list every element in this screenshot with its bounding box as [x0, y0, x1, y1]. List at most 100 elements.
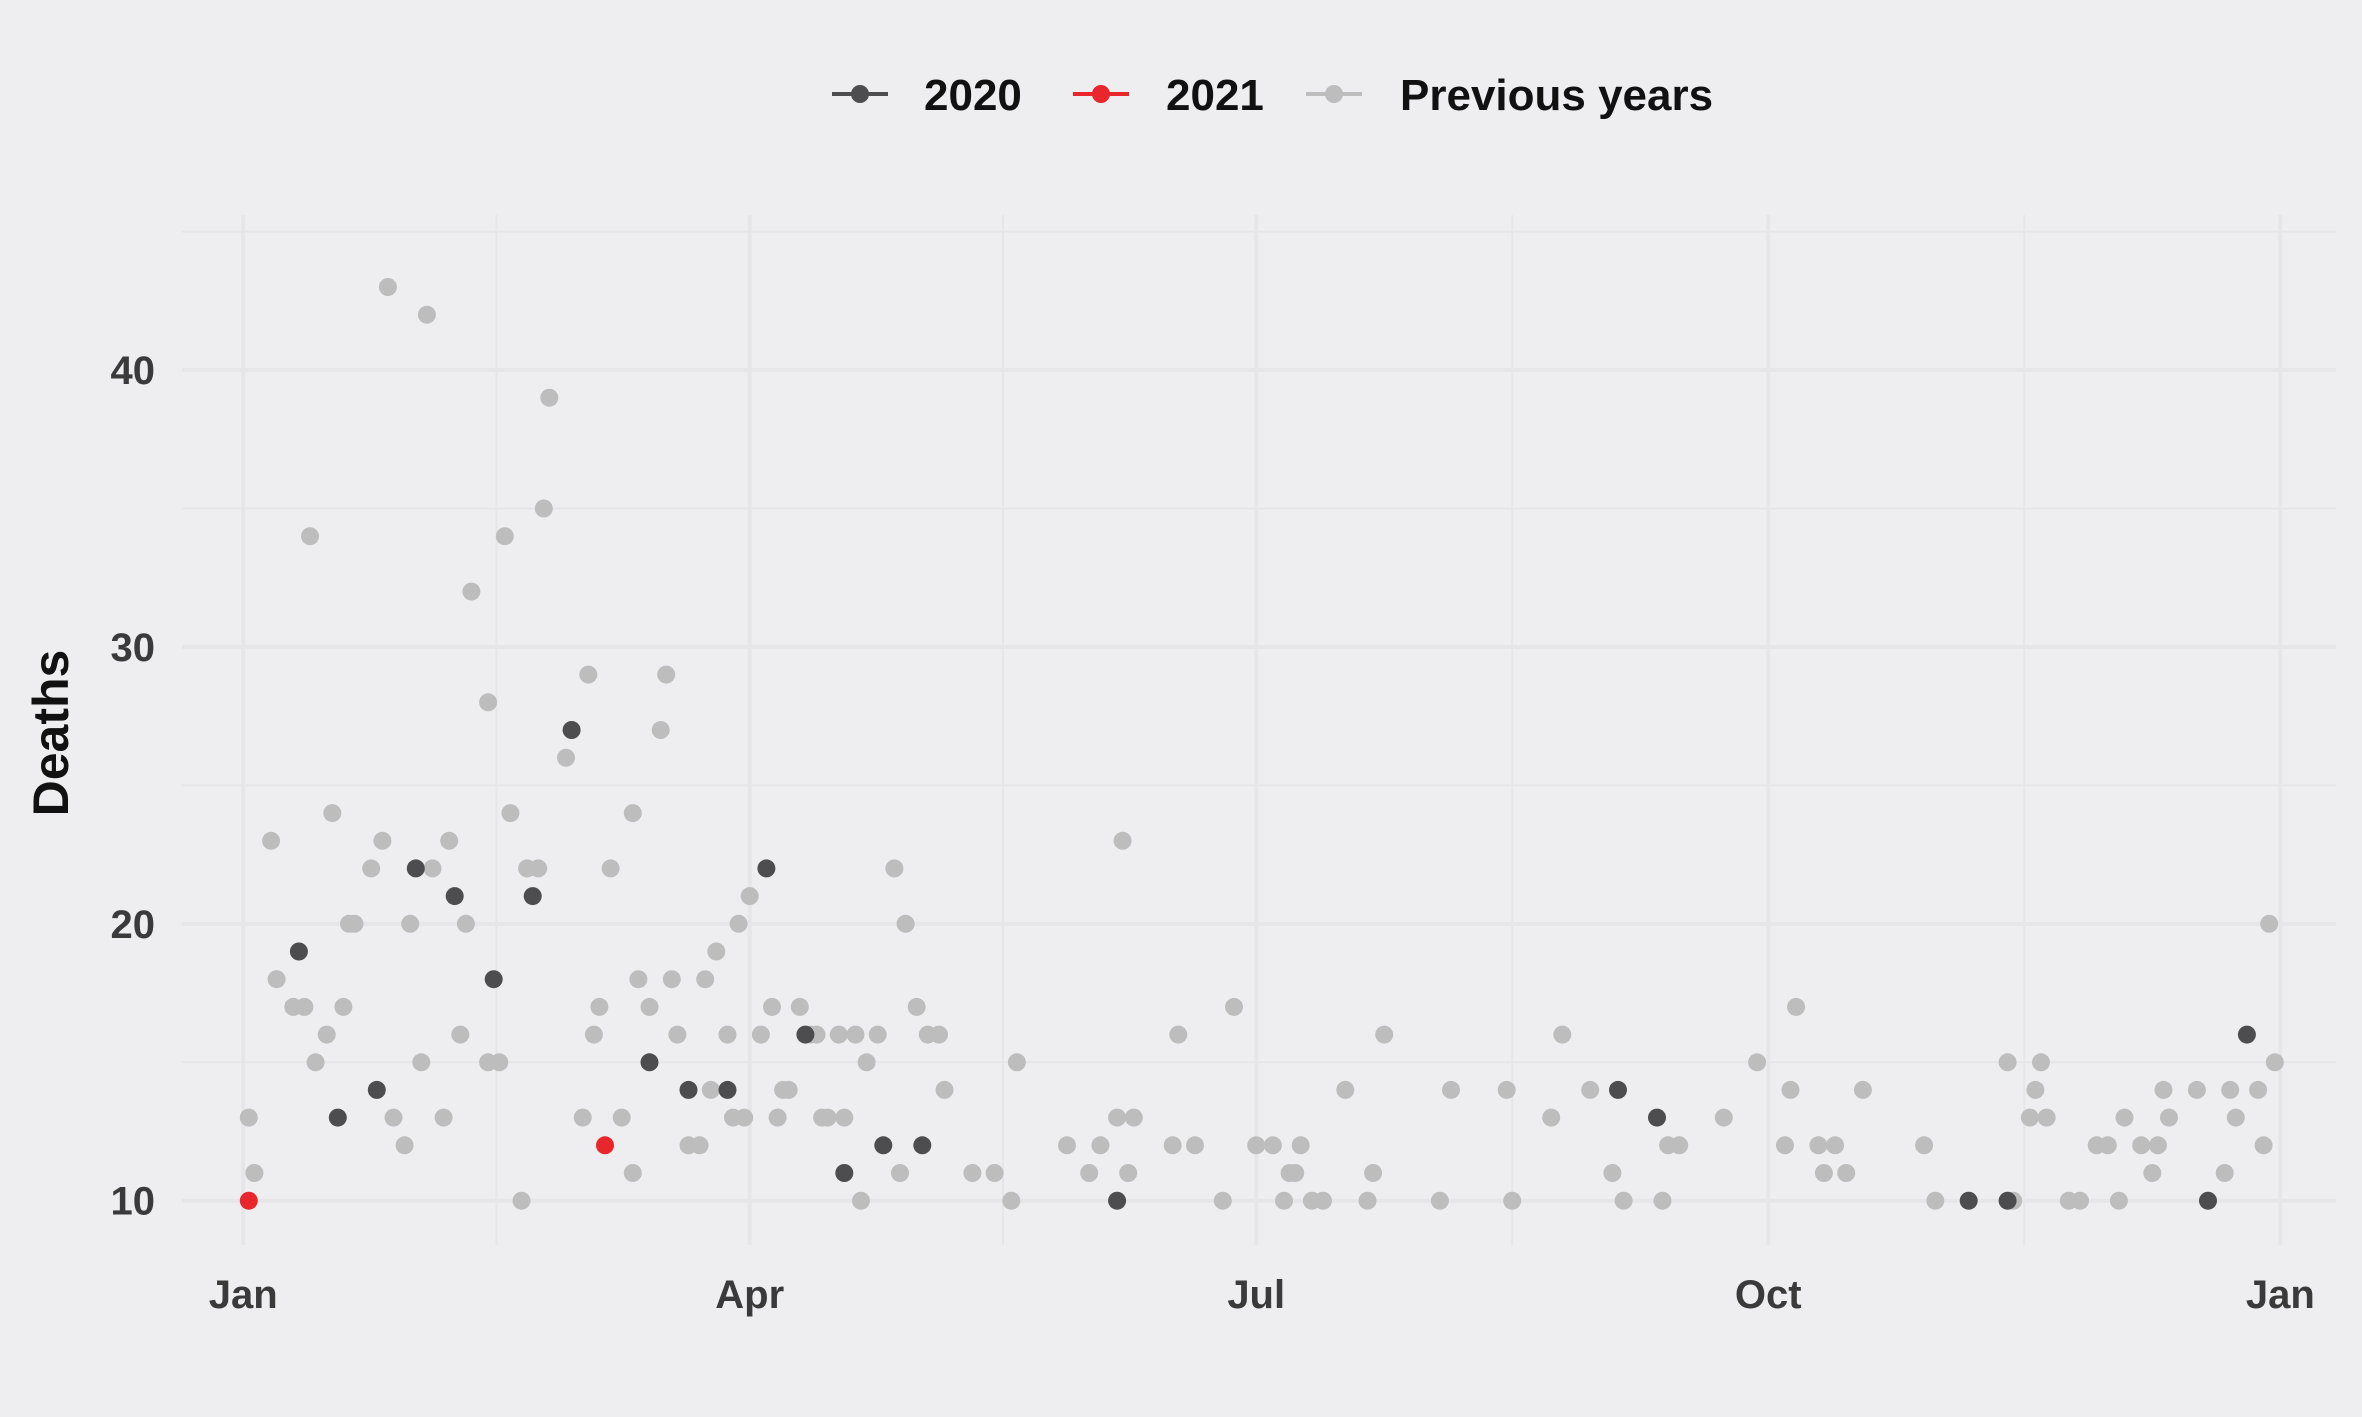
data-point [1959, 1191, 1978, 1210]
data-point [562, 721, 581, 739]
data-point [935, 1080, 954, 1099]
data-point [1670, 1136, 1689, 1155]
data-point [1814, 1164, 1833, 1182]
data-point [540, 388, 559, 407]
data-point [1614, 1191, 1633, 1210]
legend: 2020 2021 Previous years [832, 71, 1713, 120]
data-point [1581, 1080, 1600, 1099]
data-point [1091, 1136, 1110, 1155]
data-point [612, 1108, 631, 1127]
data-point [1430, 1191, 1449, 1210]
data-point [640, 1053, 659, 1072]
data-point [2109, 1191, 2128, 1210]
data-point [1263, 1136, 1282, 1155]
data-point [1124, 1108, 1143, 1127]
y-tick-label: 30 [111, 626, 156, 670]
data-point [417, 305, 436, 324]
data-point [2249, 1080, 2268, 1099]
data-point [640, 997, 659, 1016]
data-point [1853, 1080, 1872, 1099]
data-point [2026, 1080, 2045, 1099]
data-point [1442, 1080, 1460, 1099]
data-point [289, 942, 308, 961]
data-point [1358, 1191, 1377, 1210]
data-point [2226, 1108, 2245, 1127]
data-point [629, 970, 648, 989]
data-point [501, 804, 520, 823]
data-point [1375, 1025, 1394, 1044]
data-point [239, 1108, 258, 1127]
data-point [2115, 1108, 2134, 1127]
data-point [2187, 1080, 2206, 1099]
data-point [1108, 1191, 1127, 1210]
legend-label-2020: 2020 [924, 71, 1022, 120]
x-tick-label: Jul [1227, 1273, 1285, 1317]
data-point [317, 1025, 336, 1044]
data-point [1119, 1164, 1138, 1182]
x-tick-label: Jan [209, 1273, 278, 1317]
data-point [1497, 1080, 1516, 1099]
data-point [1186, 1136, 1204, 1155]
data-point [868, 1025, 887, 1044]
data-point [668, 1025, 687, 1044]
data-point [696, 970, 715, 989]
y-tick-label: 10 [111, 1180, 156, 1224]
data-point [930, 1025, 948, 1044]
data-point [985, 1164, 1004, 1182]
data-point [1748, 1053, 1767, 1072]
data-point [1058, 1136, 1076, 1155]
data-point [456, 914, 475, 933]
data-point [2020, 1108, 2039, 1127]
data-point [367, 1080, 386, 1099]
data-point [852, 1191, 870, 1210]
data-point [2199, 1191, 2217, 1210]
data-point [495, 527, 514, 546]
data-point [679, 1080, 698, 1099]
data-point [1503, 1191, 1522, 1210]
data-point [462, 582, 481, 601]
data-point [1826, 1136, 1845, 1155]
data-point [579, 665, 598, 684]
legend-swatch-dot-2020 [851, 85, 869, 103]
data-point [1998, 1191, 2017, 1210]
data-point [740, 887, 759, 906]
y-axis-title: Deaths [23, 650, 79, 817]
data-point [306, 1053, 325, 1072]
data-point [857, 1053, 876, 1072]
y-tick-label: 40 [111, 349, 156, 393]
data-point [751, 1025, 770, 1044]
axis-tick-labels: Jan Apr Jul Oct Jan 10 20 30 40 [111, 349, 2315, 1317]
data-point [1603, 1164, 1622, 1182]
data-point [445, 887, 464, 906]
data-point [1213, 1191, 1232, 1210]
data-point [757, 859, 776, 878]
data-point [434, 1108, 453, 1127]
data-point [1781, 1080, 1800, 1099]
data-point [334, 997, 353, 1016]
data-point [718, 1025, 737, 1044]
data-point [557, 748, 575, 767]
data-point [1286, 1164, 1305, 1182]
data-point [523, 887, 542, 906]
data-point [2237, 1025, 2256, 1044]
data-point [2254, 1136, 2273, 1155]
data-point [891, 1164, 909, 1182]
data-point [384, 1108, 403, 1127]
data-point [1776, 1136, 1794, 1155]
data-point [651, 721, 670, 739]
data-point [707, 942, 726, 961]
data-point [623, 804, 642, 823]
legend-label-previous-years: Previous years [1400, 71, 1713, 120]
data-points [239, 278, 2284, 1210]
data-point [2098, 1136, 2117, 1155]
data-point [484, 970, 503, 989]
data-point [768, 1108, 787, 1127]
data-point [245, 1164, 264, 1182]
data-point [373, 831, 392, 850]
data-point [1364, 1164, 1383, 1182]
data-point [1169, 1025, 1188, 1044]
data-point [729, 914, 748, 933]
data-point [1915, 1136, 1934, 1155]
data-point [1336, 1080, 1355, 1099]
data-point [301, 527, 319, 546]
